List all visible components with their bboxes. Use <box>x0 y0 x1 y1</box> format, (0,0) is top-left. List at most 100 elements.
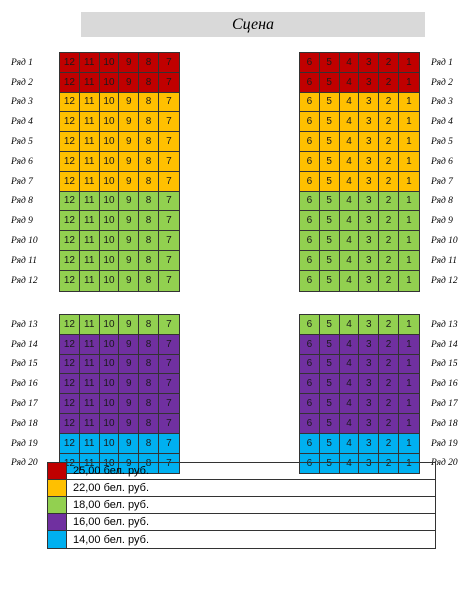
seat[interactable]: 12 <box>60 191 80 212</box>
seat[interactable]: 11 <box>79 231 100 251</box>
seat[interactable]: 1 <box>398 132 419 152</box>
seat[interactable]: 6 <box>300 231 320 251</box>
seat[interactable]: 3 <box>359 231 380 251</box>
seat[interactable]: 1 <box>398 453 419 474</box>
seat[interactable]: 6 <box>300 394 320 414</box>
seat[interactable]: 7 <box>158 315 179 335</box>
seat[interactable]: 8 <box>139 354 159 375</box>
seat[interactable]: 7 <box>158 270 179 291</box>
seat[interactable]: 12 <box>60 231 80 251</box>
seat[interactable]: 2 <box>379 112 399 133</box>
seat[interactable]: 1 <box>398 270 419 291</box>
seat[interactable]: 9 <box>119 53 140 73</box>
seat[interactable]: 5 <box>319 53 340 73</box>
seat[interactable]: 3 <box>359 453 380 474</box>
seat[interactable]: 5 <box>319 92 340 113</box>
seat[interactable]: 5 <box>319 132 340 152</box>
seat[interactable]: 5 <box>319 171 340 192</box>
seat[interactable]: 11 <box>79 413 100 434</box>
seat[interactable]: 10 <box>99 92 120 113</box>
seat[interactable]: 8 <box>139 250 159 271</box>
seat[interactable]: 8 <box>139 413 159 434</box>
seat[interactable]: 5 <box>319 453 340 474</box>
seat[interactable]: 5 <box>319 231 340 251</box>
seat[interactable]: 9 <box>119 72 140 93</box>
seat[interactable]: 8 <box>139 132 159 152</box>
seat[interactable]: 4 <box>339 72 360 93</box>
seat[interactable]: 8 <box>139 171 159 192</box>
seat[interactable]: 1 <box>398 231 419 251</box>
seat[interactable]: 12 <box>60 92 80 113</box>
seat[interactable]: 2 <box>379 72 399 93</box>
seat[interactable]: 6 <box>300 191 320 212</box>
seat[interactable]: 2 <box>379 250 399 271</box>
seat[interactable]: 3 <box>359 250 380 271</box>
seat[interactable]: 8 <box>139 92 159 113</box>
seat[interactable]: 4 <box>339 354 360 375</box>
seat[interactable]: 1 <box>398 433 419 454</box>
seat[interactable]: 10 <box>99 433 120 454</box>
seat[interactable]: 9 <box>119 453 140 474</box>
seat[interactable]: 10 <box>99 334 120 355</box>
seat[interactable]: 4 <box>339 171 360 192</box>
seat[interactable]: 6 <box>300 334 320 355</box>
seat[interactable]: 11 <box>79 374 100 395</box>
seat[interactable]: 2 <box>379 394 399 414</box>
seat[interactable]: 12 <box>60 151 80 172</box>
seat[interactable]: 9 <box>119 250 140 271</box>
seat[interactable]: 3 <box>359 394 380 414</box>
seat[interactable]: 3 <box>359 211 380 232</box>
seat[interactable]: 7 <box>158 413 179 434</box>
seat[interactable]: 8 <box>139 191 159 212</box>
seat[interactable]: 8 <box>139 433 159 454</box>
seat[interactable]: 9 <box>119 92 140 113</box>
seat[interactable]: 5 <box>319 151 340 172</box>
seat[interactable]: 12 <box>60 171 80 192</box>
seat[interactable]: 6 <box>300 270 320 291</box>
seat[interactable]: 2 <box>379 453 399 474</box>
seat[interactable]: 12 <box>60 315 80 335</box>
seat[interactable]: 2 <box>379 354 399 375</box>
seat[interactable]: 8 <box>139 334 159 355</box>
seat[interactable]: 5 <box>319 191 340 212</box>
seat[interactable]: 7 <box>158 231 179 251</box>
seat[interactable]: 10 <box>99 453 120 474</box>
seat[interactable]: 3 <box>359 72 380 93</box>
seat[interactable]: 2 <box>379 433 399 454</box>
seat[interactable]: 12 <box>60 334 80 355</box>
seat[interactable]: 7 <box>158 53 179 73</box>
seat[interactable]: 11 <box>79 250 100 271</box>
seat[interactable]: 1 <box>398 250 419 271</box>
seat[interactable]: 7 <box>158 250 179 271</box>
seat[interactable]: 9 <box>119 132 140 152</box>
seat[interactable]: 11 <box>79 53 100 73</box>
seat[interactable]: 11 <box>79 72 100 93</box>
seat[interactable]: 4 <box>339 211 360 232</box>
seat[interactable]: 6 <box>300 53 320 73</box>
seat[interactable]: 11 <box>79 171 100 192</box>
seat[interactable]: 4 <box>339 92 360 113</box>
seat[interactable]: 3 <box>359 433 380 454</box>
seat[interactable]: 8 <box>139 374 159 395</box>
seat[interactable]: 2 <box>379 270 399 291</box>
seat[interactable]: 5 <box>319 250 340 271</box>
seat[interactable]: 12 <box>60 394 80 414</box>
seat[interactable]: 10 <box>99 191 120 212</box>
seat[interactable]: 2 <box>379 171 399 192</box>
seat[interactable]: 2 <box>379 315 399 335</box>
seat[interactable]: 4 <box>339 231 360 251</box>
seat[interactable]: 5 <box>319 394 340 414</box>
seat[interactable]: 5 <box>319 354 340 375</box>
seat[interactable]: 4 <box>339 53 360 73</box>
seat[interactable]: 2 <box>379 413 399 434</box>
seat[interactable]: 1 <box>398 315 419 335</box>
seat[interactable]: 11 <box>79 132 100 152</box>
seat[interactable]: 6 <box>300 112 320 133</box>
seat[interactable]: 11 <box>79 433 100 454</box>
seat[interactable]: 5 <box>319 433 340 454</box>
seat[interactable]: 5 <box>319 211 340 232</box>
seat[interactable]: 7 <box>158 171 179 192</box>
seat[interactable]: 5 <box>319 112 340 133</box>
seat[interactable]: 9 <box>119 354 140 375</box>
seat[interactable]: 4 <box>339 413 360 434</box>
